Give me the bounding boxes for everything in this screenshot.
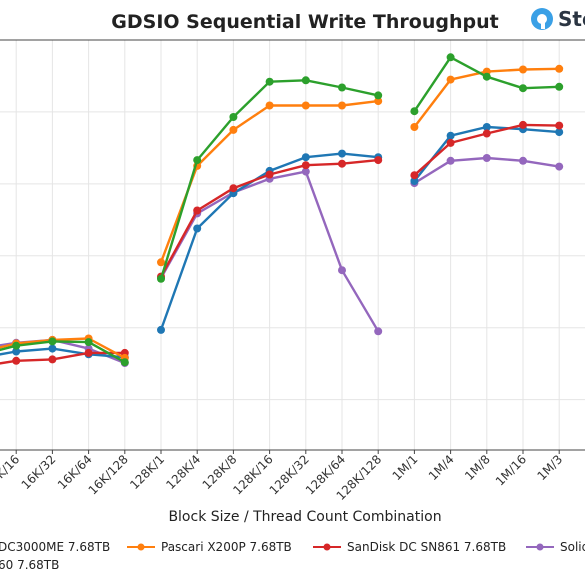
brand-text: Sto [558,7,585,31]
data-point [482,123,491,131]
data-point [157,325,165,334]
data-point [555,64,564,73]
data-point [446,156,455,165]
series-1 [0,64,564,362]
data-point [265,170,274,179]
data-point [482,72,491,81]
data-point [12,341,21,350]
data-point [157,258,165,267]
data-point [301,153,310,162]
data-point [410,177,419,185]
data-point [120,358,129,367]
data-point [338,101,346,110]
legend-marker-3 [536,543,544,551]
legend-label-0: DC3000ME 7.68TB [0,540,110,554]
data-point [301,76,310,85]
legend: DC3000ME 7.68TB Pascari X200P 7.68TB San… [0,540,585,572]
data-point [446,53,455,62]
data-point [48,337,57,346]
data-point [84,338,93,347]
series-2 [0,120,564,365]
data-point [374,327,383,336]
data-point [410,171,419,180]
series-4 [0,53,564,367]
data-point [410,123,419,131]
data-point [301,101,310,110]
data-point [446,138,455,147]
data-point [519,84,527,93]
data-point [12,347,21,356]
chart-title: GDSIO Sequential Write Throughput [111,11,498,33]
data-point [229,125,238,134]
data-point [555,162,564,171]
data-point [555,128,564,137]
data-point [446,131,455,140]
data-point [301,167,310,176]
legend-label-3: Solid [560,540,585,554]
data-point [555,82,564,91]
data-point [193,206,202,215]
data-point [446,75,455,84]
data-point [482,129,491,138]
data-point [338,159,346,168]
data-point [84,348,93,357]
legend-label-4: 60 7.68TB [0,558,59,572]
plot-frame [0,39,585,451]
data-point [338,149,346,158]
data-point [265,77,274,86]
data-point [410,107,419,116]
storagereview-logo-icon [531,8,553,30]
data-point [229,184,238,193]
legend-label-1: Pascari X200P 7.68TB [161,540,292,554]
legend-marker-2 [323,543,331,551]
data-point [482,154,491,162]
data-point [157,274,165,283]
data-point [555,121,564,130]
data-point [265,101,274,110]
data-point [301,161,310,170]
data-point [48,355,57,364]
data-point [229,113,238,121]
legend-label-2: SanDisk DC SN861 7.68TB [347,540,506,554]
data-point [374,156,383,165]
data-point [519,120,527,129]
data-point [338,83,346,92]
data-point [338,266,346,275]
brand-logo: Sto [531,7,585,31]
legend-marker-1 [137,543,145,551]
data-point [519,65,527,74]
series-layer [0,53,564,367]
x-axis-label: Block Size / Thread Count Combination [168,509,441,525]
data-point [48,344,57,353]
data-point [12,356,21,365]
data-point [374,97,383,106]
data-point [374,91,383,100]
data-point [519,156,527,165]
data-point [193,156,202,165]
data-point [193,224,202,233]
